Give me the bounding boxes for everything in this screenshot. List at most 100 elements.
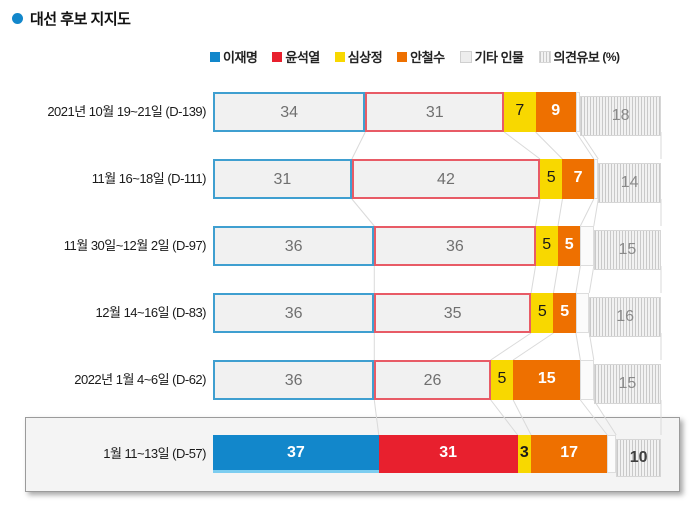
legend-label-ahn-cheol-soo: 안철수 xyxy=(410,50,445,65)
bar-segment-undecided: 10 xyxy=(616,439,661,477)
connector-line xyxy=(351,131,366,160)
bar-segment-ahn-cheol-soo: 17 xyxy=(531,435,608,473)
bar-value-undecided: 10 xyxy=(629,449,648,466)
bar-segment-undecided: 18 xyxy=(580,96,661,136)
bar-segment-lee-jae-myung: 36 xyxy=(213,293,375,333)
connector-line xyxy=(588,265,595,294)
bar-segment-other-candidates xyxy=(593,159,599,199)
connector-line xyxy=(593,399,617,436)
legend-item-lee-jae-myung: 이재명 xyxy=(210,47,258,66)
connector-line xyxy=(512,332,554,361)
bar-value-undecided: 18 xyxy=(611,107,630,124)
connector-line xyxy=(579,131,599,160)
poll-date-label: 2022년 1월 4~6일 (D-62) xyxy=(74,372,206,387)
bar-segment-yoon-suk-yeol: 42 xyxy=(351,159,541,199)
connector-line xyxy=(351,198,375,227)
connector-line xyxy=(552,265,559,294)
bar-segment-other-candidates xyxy=(575,293,590,333)
bar-value-lee-jae-myung: 36 xyxy=(284,305,303,322)
bar-segment-other-candidates xyxy=(607,435,617,473)
connector-line xyxy=(535,131,563,160)
connector-line xyxy=(373,399,380,436)
bar-segment-ahn-cheol-soo: 7 xyxy=(562,159,594,199)
connector-line xyxy=(593,198,599,227)
connector-line xyxy=(530,265,537,294)
bar-segment-yoon-suk-yeol: 31 xyxy=(365,92,505,132)
bar-segment-yoon-suk-yeol: 35 xyxy=(374,293,532,333)
bar-value-ahn-cheol-soo: 15 xyxy=(537,370,556,387)
bar-segment-sim-sang-jung: 5 xyxy=(535,226,558,266)
bar-segment-ahn-cheol-soo: 9 xyxy=(535,92,576,132)
connector-line xyxy=(535,198,541,227)
page-title-text: 대선 후보 지지도 xyxy=(30,11,131,28)
bar-value-yoon-suk-yeol: 36 xyxy=(446,238,464,255)
bar-segment-sim-sang-jung: 5 xyxy=(540,159,563,199)
bar-segment-ahn-cheol-soo: 5 xyxy=(557,226,581,266)
legend-swatch-other-candidates-icon xyxy=(459,50,472,63)
legend-item-ahn-cheol-soo: 안철수 xyxy=(397,47,445,66)
legend-item-undecided: 의견유보 (%) xyxy=(538,47,620,66)
bar-segment-sim-sang-jung: 7 xyxy=(504,92,536,132)
legend-item-other-candidates: 기타 인물 xyxy=(459,47,524,66)
bar-segment-sim-sang-jung: 5 xyxy=(490,360,514,400)
bar-segment-undecided: 15 xyxy=(593,230,661,270)
poll-date-label: 1월 11~13일 (D-57) xyxy=(103,446,206,461)
bar-segment-undecided: 14 xyxy=(598,163,661,203)
poll-date-label: 11월 16~18일 (D-111) xyxy=(91,171,207,186)
bar-segment-other-candidates xyxy=(580,226,594,266)
legend-label-yoon-suk-yeol: 윤석열 xyxy=(285,50,320,65)
bar-value-sim-sang-jung: 5 xyxy=(542,236,552,253)
legend-item-yoon-suk-yeol: 윤석열 xyxy=(272,47,320,66)
bar-value-undecided: 15 xyxy=(618,375,637,392)
bar-value-sim-sang-jung: 5 xyxy=(497,370,507,387)
legend-swatch-sim-sang-jung-icon xyxy=(334,51,345,62)
bar-value-sim-sang-jung: 7 xyxy=(515,102,525,119)
bar-segment-lee-jae-myung: 36 xyxy=(213,360,375,400)
bar-value-lee-jae-myung: 37 xyxy=(286,444,305,461)
legend-swatch-undecided-icon xyxy=(538,50,551,63)
poll-date-label: 11월 30일~12월 2일 (D-97) xyxy=(63,238,207,253)
poll-date-label: 2021년 10월 19~21일 (D-139) xyxy=(47,104,206,119)
title-bullet-icon xyxy=(12,13,23,24)
legend-swatch-yoon-suk-yeol-icon xyxy=(272,51,283,62)
bar-segment-lee-jae-myung: 37 xyxy=(213,435,379,473)
connector-line xyxy=(588,332,595,361)
connector-line xyxy=(490,399,519,436)
connector-line xyxy=(490,332,532,361)
bar-value-lee-jae-myung: 34 xyxy=(280,104,299,121)
connector-line xyxy=(579,399,608,436)
connector-line xyxy=(512,399,532,436)
bar-value-yoon-suk-yeol: 31 xyxy=(439,444,458,461)
poll-date-label: 12월 14~16일 (D-83) xyxy=(95,305,207,320)
bar-segment-lee-jae-myung: 34 xyxy=(213,92,366,132)
bar-segment-lee-jae-myung: 36 xyxy=(213,226,375,266)
connector-line xyxy=(575,332,581,361)
bar-value-yoon-suk-yeol: 42 xyxy=(437,171,455,188)
bar-value-yoon-suk-yeol: 35 xyxy=(443,305,462,322)
legend-swatch-ahn-cheol-soo-icon xyxy=(397,51,408,62)
bar-segment-ahn-cheol-soo: 5 xyxy=(553,293,576,333)
connector-line xyxy=(579,198,595,227)
bar-value-yoon-suk-yeol: 26 xyxy=(423,372,442,389)
legend-label-lee-jae-myung: 이재명 xyxy=(223,50,258,65)
bar-value-undecided: 14 xyxy=(620,174,639,191)
bar-value-sim-sang-jung: 3 xyxy=(519,444,529,461)
bar-value-undecided: 16 xyxy=(616,308,635,325)
connector-line xyxy=(503,131,541,160)
connector-line xyxy=(575,265,581,294)
bar-segment-yoon-suk-yeol: 36 xyxy=(374,226,536,266)
bar-value-lee-jae-myung: 36 xyxy=(284,372,303,389)
bar-value-lee-jae-myung: 36 xyxy=(284,238,303,255)
legend-swatch-lee-jae-myung-icon xyxy=(210,51,220,62)
legend-item-sim-sang-jung: 심상정 xyxy=(334,47,383,66)
legend-label-undecided: 의견유보 xyxy=(553,50,600,65)
bar-value-ahn-cheol-soo: 7 xyxy=(573,169,583,186)
bar-value-lee-jae-myung: 31 xyxy=(273,171,292,188)
legend-unit-label: (%) xyxy=(602,49,620,64)
legend-label-other-candidates: 기타 인물 xyxy=(474,50,524,65)
bar-segment-ahn-cheol-soo: 15 xyxy=(513,360,581,400)
bar-segment-yoon-suk-yeol: 26 xyxy=(374,360,491,400)
legend: 이재명 윤석열 심상정 안철수 기타 인물 의견유보 (%) xyxy=(210,47,620,66)
